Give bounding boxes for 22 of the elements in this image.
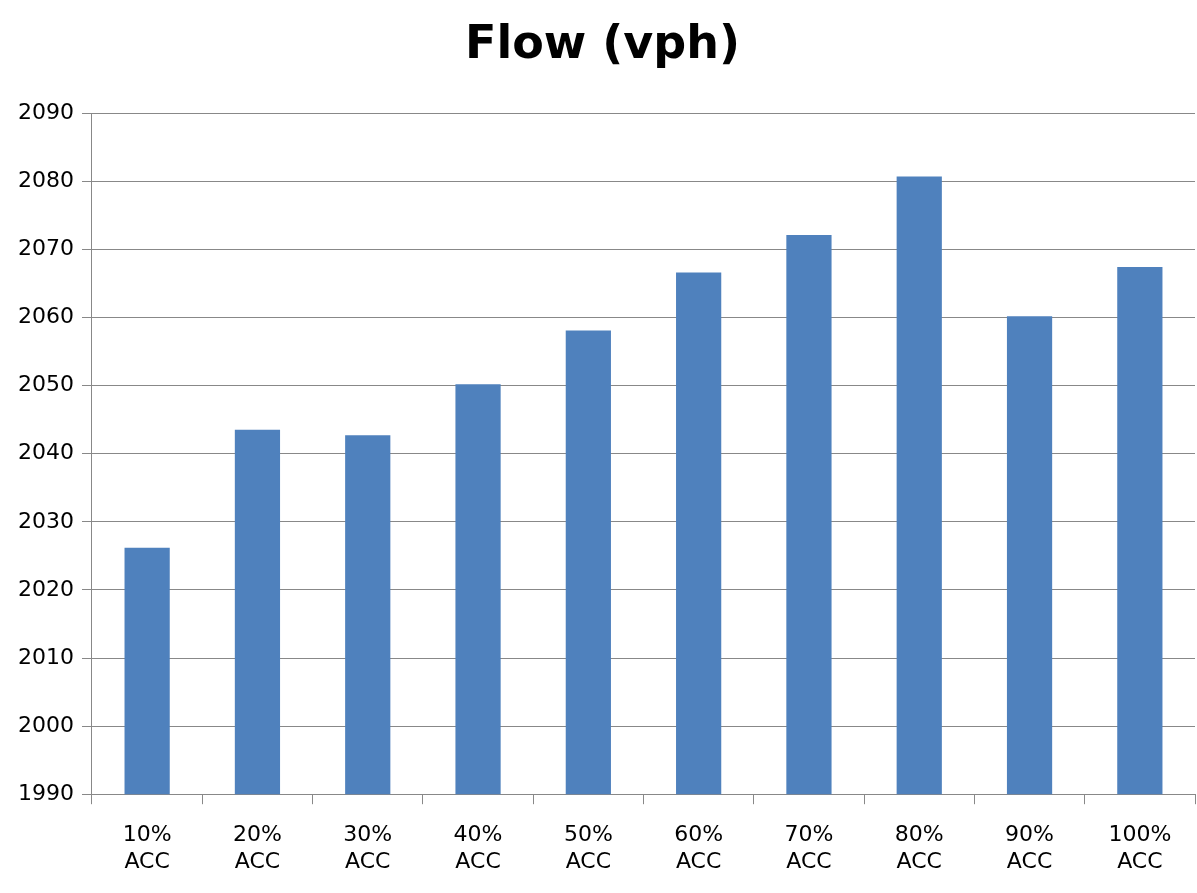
- y-tick-label: 2020: [17, 575, 74, 601]
- x-tick-label: 100% ACC: [1108, 821, 1172, 873]
- x-tick-label: 40% ACC: [453, 821, 503, 873]
- y-tick-label: 1990: [17, 779, 74, 805]
- chart-title: Flow (vph): [464, 14, 741, 69]
- x-tick-label: 20% ACC: [232, 821, 282, 873]
- y-tick-label: 2090: [17, 98, 74, 124]
- y-tick-label: 2010: [17, 643, 74, 669]
- y-tick-label: 2050: [17, 371, 74, 397]
- y-tick-label: 2060: [17, 303, 74, 329]
- x-tick-label: 50% ACC: [563, 821, 613, 873]
- x-tick-label: 70% ACC: [784, 821, 834, 873]
- y-tick-label: 2030: [17, 507, 74, 533]
- x-tick-label: 60% ACC: [674, 821, 724, 873]
- y-tick-label: 2040: [17, 439, 74, 465]
- y-tick-label: 2070: [17, 235, 74, 261]
- x-tick-label: 80% ACC: [894, 821, 944, 873]
- y-tick-label: 2080: [17, 167, 74, 193]
- x-tick-label: 30% ACC: [343, 821, 393, 873]
- y-tick-label: 2000: [17, 711, 74, 737]
- x-tick-label: 10% ACC: [122, 821, 172, 873]
- x-tick-label: 90% ACC: [1005, 821, 1054, 873]
